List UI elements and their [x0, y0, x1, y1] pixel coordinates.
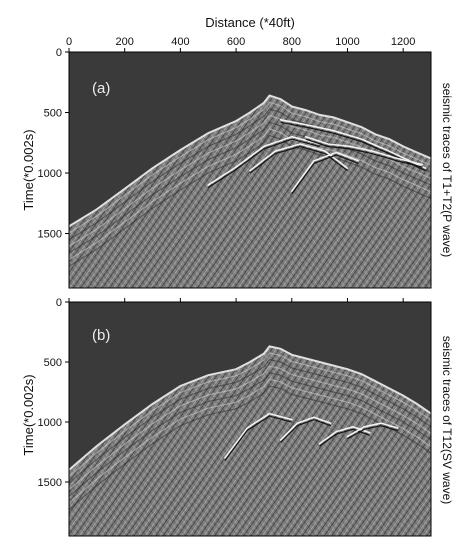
first-arrival-front — [69, 345, 431, 471]
moveout-band — [69, 358, 431, 484]
y-tick-label: 500 — [44, 108, 62, 120]
reflection-event-trough — [224, 415, 292, 461]
panel-b-y-axis-label: Time(*0.002s) — [21, 374, 36, 455]
reflection-event — [318, 425, 371, 445]
panel-a-y-ticks: 0 500 1000 1500 — [38, 47, 69, 241]
y-tick-label: 0 — [56, 297, 62, 309]
reflection-event — [224, 412, 293, 459]
wavefield-texture — [69, 95, 431, 288]
reflection-event — [207, 135, 321, 186]
panel-a: 0 200 400 600 800 1000 1200 0 500 1000 1500 (a) T… — [21, 36, 454, 289]
moveout-band — [69, 121, 431, 254]
y-tick-label: 1000 — [38, 417, 62, 429]
y-tick-label: 1500 — [38, 477, 62, 489]
reflection-event-trough — [305, 138, 423, 168]
panel-a-side-label: seismic traces of T1+T2(P wave) — [440, 83, 454, 258]
moveout-band — [69, 365, 431, 491]
x-tick-label: 1000 — [335, 36, 359, 48]
moveout-band — [69, 352, 431, 478]
panel-a-y-axis-label: Time(*0.002s) — [21, 129, 36, 210]
reflection-event — [279, 416, 332, 441]
x-axis-label: Distance (*40ft) — [205, 15, 295, 30]
x-tick-label: 800 — [283, 36, 301, 48]
x-tick-label: 1200 — [391, 36, 415, 48]
panel-b-side-label: seismic traces of T12(SV wave) — [440, 336, 454, 505]
panel-b-wavefield — [69, 345, 431, 536]
x-tick-label: 0 — [66, 36, 72, 48]
reflection-event-trough — [207, 138, 320, 189]
y-tick-label: 0 — [56, 47, 62, 59]
panel-b-frame — [68, 301, 432, 537]
panel-a-frame — [68, 51, 432, 289]
reflection-event — [290, 151, 360, 192]
moveout-band — [69, 128, 431, 261]
moveout-band — [69, 101, 431, 234]
moveout-band — [69, 134, 431, 267]
x-tick-label: 200 — [116, 36, 134, 48]
y-tick-label: 1500 — [38, 229, 62, 241]
moveout-band — [69, 378, 431, 504]
reflection-event-trough — [319, 428, 370, 447]
moveout-band — [69, 372, 431, 497]
panel-b-label: (b) — [92, 327, 110, 344]
reflection-event — [346, 422, 399, 438]
x-tick-label: 400 — [171, 36, 189, 48]
first-arrival-front — [69, 94, 431, 228]
panel-a-x-ticks: 0 200 400 600 800 1000 1200 — [66, 36, 415, 52]
panel-b-x-ticks — [68, 298, 404, 302]
reflection-event-trough — [291, 154, 359, 195]
reflection-event-trough — [280, 121, 426, 172]
reflection-event-trough — [249, 145, 348, 174]
reflection-event-trough — [280, 419, 332, 443]
reflection-event — [279, 119, 427, 169]
reflection-event — [304, 135, 424, 166]
panel-a-label: (a) — [92, 80, 110, 97]
panel-b-y-ticks: 0 500 1000 1500 — [38, 297, 69, 489]
reflection-event-trough — [347, 425, 398, 440]
y-tick-label: 1000 — [38, 168, 62, 180]
panel-b: 0 500 1000 1500 (b) Time(*0.002s) seismic t… — [21, 297, 454, 537]
x-tick-label: 600 — [227, 36, 245, 48]
panel-a-wavefield — [69, 94, 431, 288]
y-tick-label: 500 — [44, 357, 62, 369]
